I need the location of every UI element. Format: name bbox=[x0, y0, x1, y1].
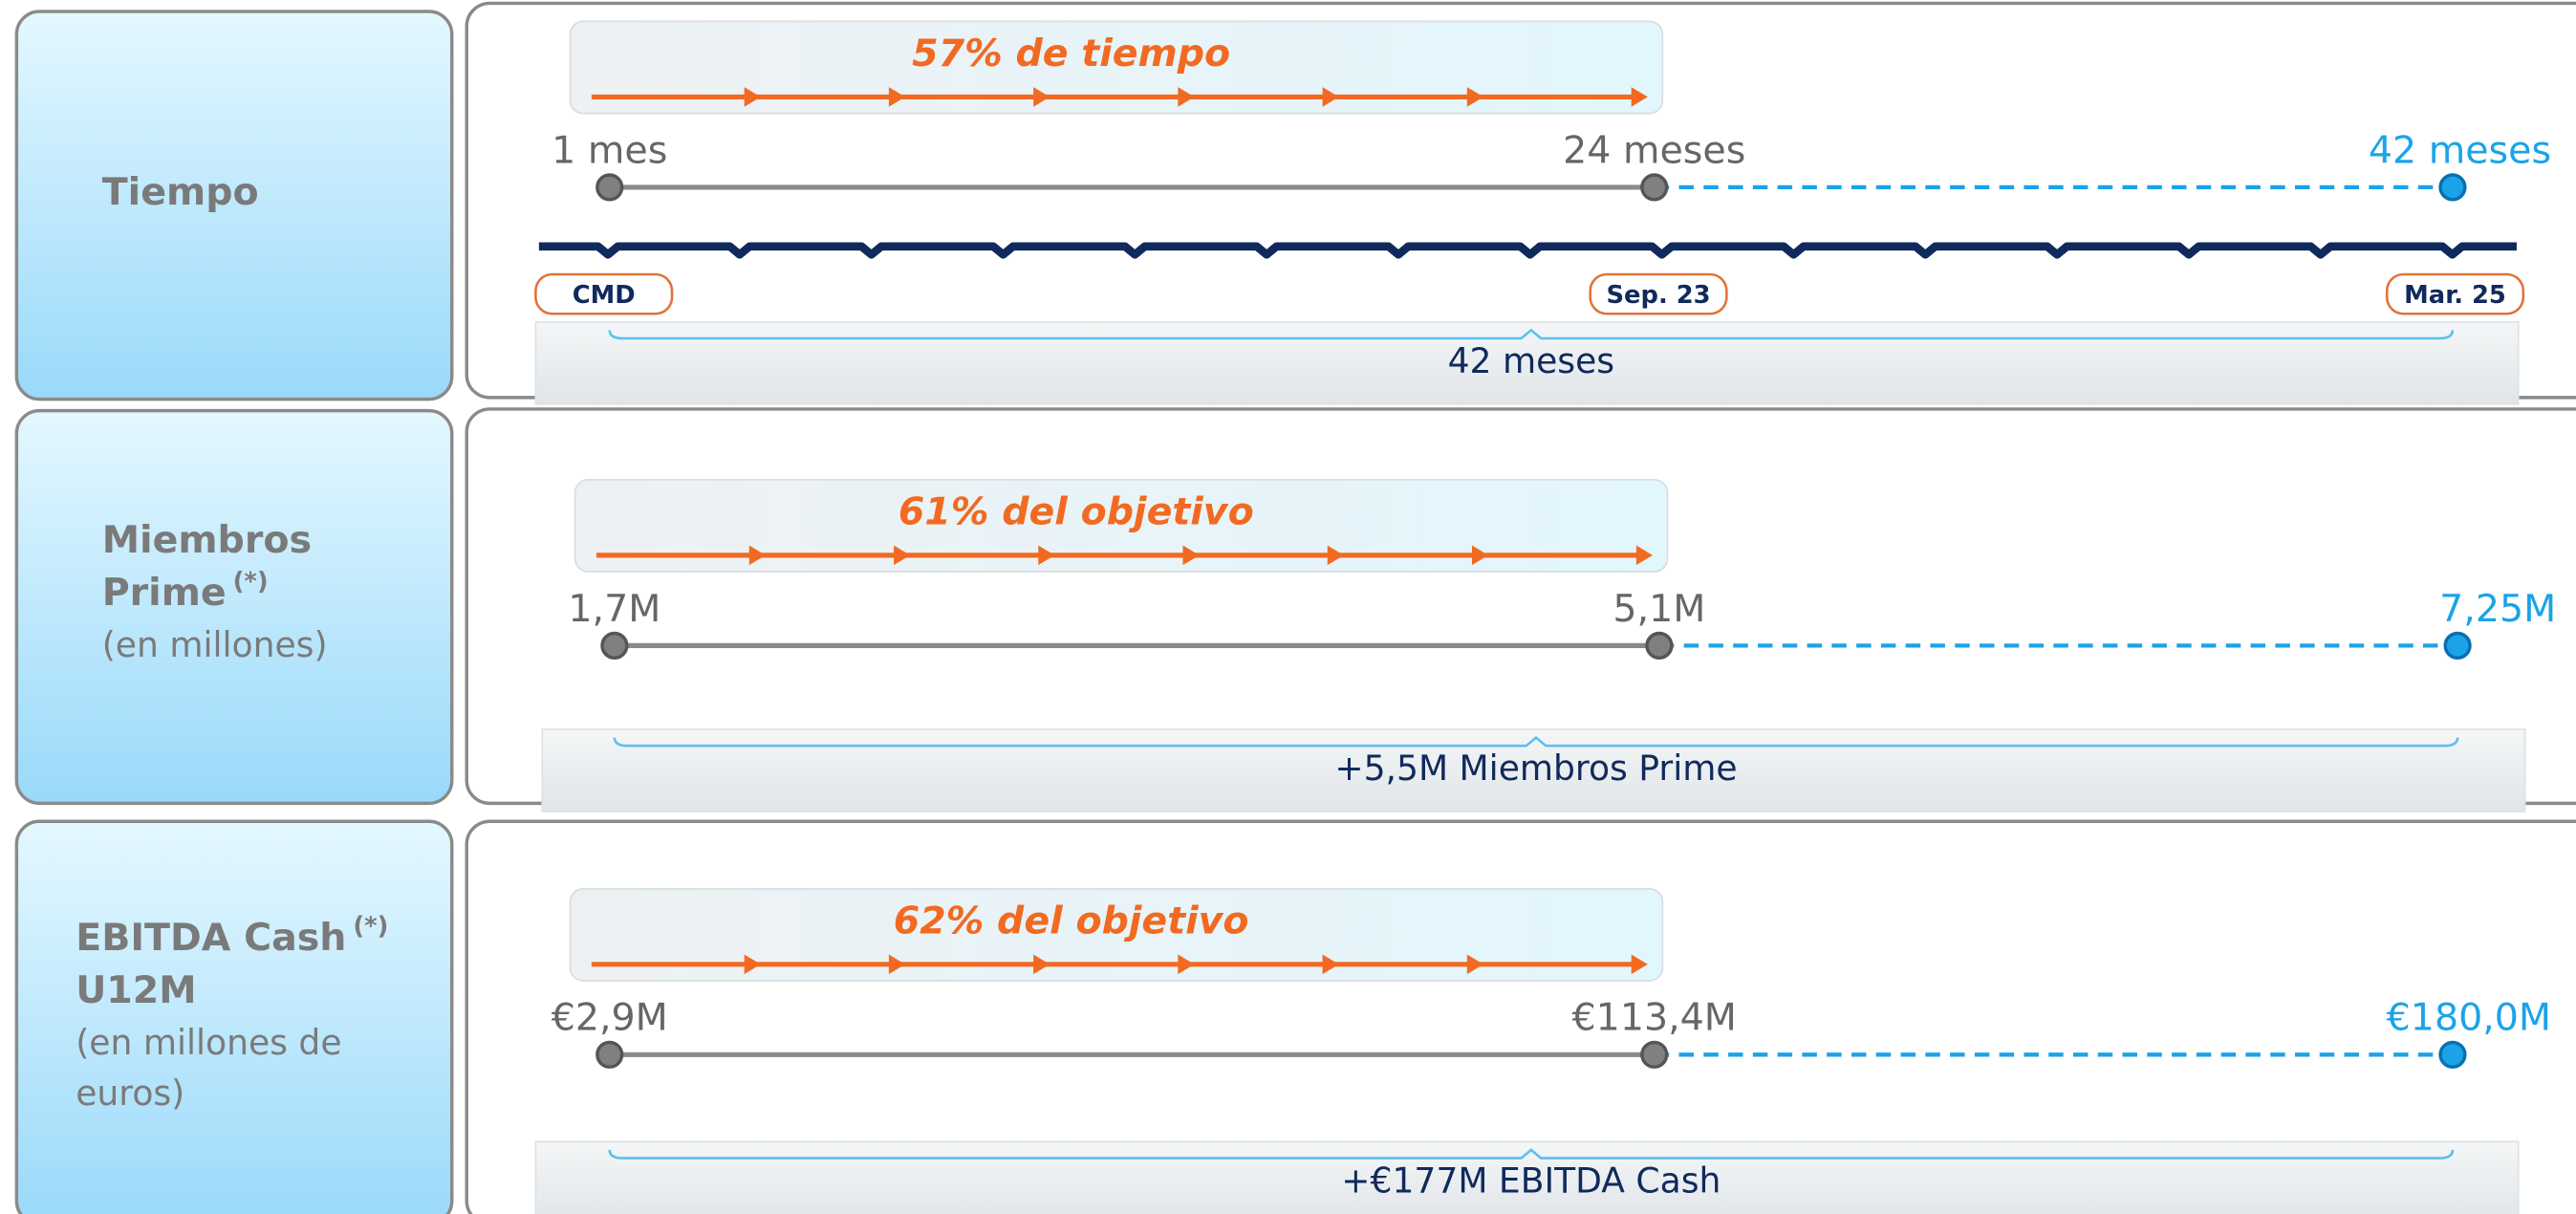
arrow-head bbox=[1631, 954, 1648, 975]
arrow-head bbox=[894, 545, 911, 566]
arrow-head bbox=[1033, 954, 1050, 975]
brace bbox=[608, 1148, 2455, 1160]
row-label-box bbox=[14, 819, 454, 1214]
date-label: Sep. 23 bbox=[1606, 281, 1710, 310]
arrow-head bbox=[744, 954, 761, 975]
milestone-label: €180,0M bbox=[2387, 996, 2551, 1040]
arrow-head bbox=[1322, 954, 1339, 975]
row-title-text: Prime bbox=[102, 571, 227, 615]
row-title-text: Miembros bbox=[102, 518, 312, 562]
date-label: Mar. 25 bbox=[2404, 281, 2506, 310]
progress-box bbox=[574, 478, 1669, 573]
row-title: EBITDA Cash (*) bbox=[76, 912, 388, 960]
date-pill bbox=[2385, 272, 2525, 315]
milestone-dot bbox=[595, 173, 624, 202]
row-label-box bbox=[14, 408, 454, 806]
total-label: 42 meses bbox=[1448, 341, 1615, 381]
arrow-head bbox=[1322, 87, 1339, 107]
row-title: Miembros bbox=[102, 518, 312, 562]
row-title: Prime (*) bbox=[102, 567, 269, 615]
total-box bbox=[541, 728, 2526, 813]
milestone-label: 1 mes bbox=[552, 128, 667, 172]
total-label: +5,5M Miembros Prime bbox=[1334, 748, 1737, 789]
row-subtitle: euros) bbox=[76, 1073, 184, 1114]
footnote-mark: (*) bbox=[353, 912, 388, 941]
progress-label: 57% de tiempo bbox=[912, 32, 1230, 76]
progress-box bbox=[569, 20, 1664, 115]
brace bbox=[613, 735, 2459, 748]
arrow-head bbox=[748, 545, 767, 566]
arrow-head bbox=[1178, 954, 1195, 975]
milestone-label: €113,4M bbox=[1572, 996, 1737, 1040]
date-label: CMD bbox=[573, 281, 636, 310]
row-subtitle: (en millones de bbox=[76, 1023, 341, 1063]
milestone-dot bbox=[595, 1040, 624, 1069]
milestone-dot bbox=[1640, 1040, 1669, 1069]
milestone-dot bbox=[600, 631, 629, 660]
arrow-head bbox=[1635, 545, 1654, 566]
milestone-dot bbox=[1645, 631, 1674, 660]
row-title: U12M bbox=[76, 967, 196, 1011]
arrow-head bbox=[888, 87, 906, 107]
total-box bbox=[534, 320, 2520, 405]
row-title-text: Tiempo bbox=[102, 169, 259, 213]
progress-label: 61% del objetivo bbox=[898, 489, 1254, 533]
timeline bbox=[538, 242, 2517, 259]
arrow-head bbox=[1466, 954, 1484, 975]
milestone-dot bbox=[2438, 1040, 2467, 1069]
total-label: +€177M EBITDA Cash bbox=[1341, 1160, 1721, 1201]
progress-box bbox=[569, 887, 1664, 982]
arrow-head bbox=[744, 87, 761, 107]
arrow-head bbox=[1466, 87, 1484, 107]
milestone-dot bbox=[2438, 173, 2467, 202]
milestone-label: 5,1M bbox=[1613, 587, 1705, 631]
arrow-head bbox=[1327, 545, 1344, 566]
footnote-mark: (*) bbox=[233, 567, 269, 596]
row-subtitle: (en millones) bbox=[102, 625, 328, 665]
arrow-head bbox=[1471, 545, 1489, 566]
milestone-label: 42 meses bbox=[2369, 128, 2551, 172]
milestone-dot bbox=[1640, 173, 1669, 202]
arrow-head bbox=[888, 954, 906, 975]
date-pill bbox=[1589, 272, 1728, 315]
row-title: Tiempo bbox=[102, 169, 259, 213]
arrow-head bbox=[1631, 87, 1648, 107]
arrow-head bbox=[1033, 87, 1050, 107]
arrow-head bbox=[1178, 87, 1195, 107]
row-title-text: U12M bbox=[76, 967, 196, 1011]
milestone-label: €2,9M bbox=[552, 996, 668, 1040]
arrow-head bbox=[1038, 545, 1055, 566]
progress-label: 62% del objetivo bbox=[894, 899, 1249, 943]
row-title-text: EBITDA Cash bbox=[76, 916, 346, 960]
date-pill bbox=[534, 272, 674, 315]
arrow-head bbox=[1182, 545, 1200, 566]
brace bbox=[608, 328, 2455, 340]
milestone-label: 24 meses bbox=[1563, 128, 1745, 172]
milestone-dot bbox=[2443, 631, 2472, 660]
row-label-box bbox=[14, 10, 454, 401]
milestone-label: 7,25M bbox=[2439, 587, 2556, 631]
milestone-label: 1,7M bbox=[568, 587, 660, 631]
